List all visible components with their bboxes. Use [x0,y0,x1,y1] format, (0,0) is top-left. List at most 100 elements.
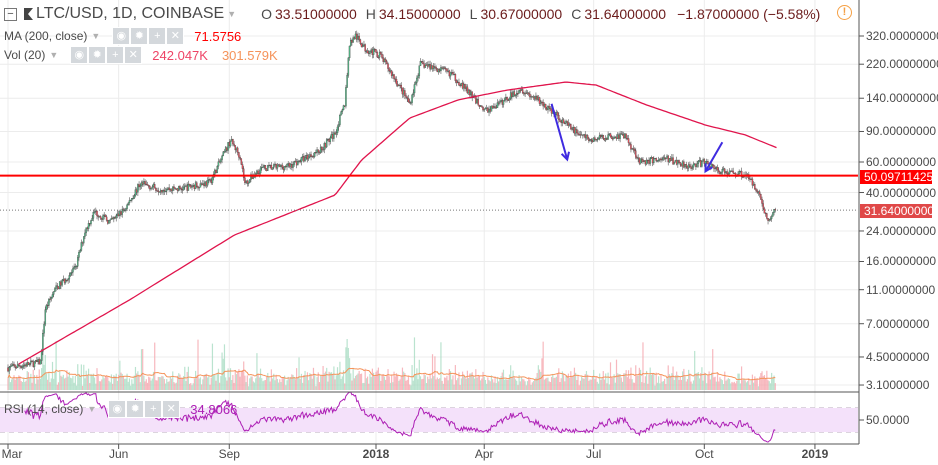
candle-body [84,232,86,237]
close-icon[interactable]: ✕ [124,46,143,64]
eye-icon[interactable]: ◉ [108,400,127,418]
volume-bar [357,373,359,390]
candle-body [234,145,237,151]
candle-body [146,184,149,186]
ma-caret-icon[interactable]: ▼ [91,31,101,41]
candle-body [345,87,347,107]
volume-bar [601,377,603,390]
plus-icon[interactable]: + [106,46,125,64]
volume-bar [133,375,135,390]
volume-bars [7,337,776,390]
flag-icon [24,8,33,20]
candle-body [416,77,418,83]
gear-icon[interactable]: ✹ [88,46,107,64]
candle-body [60,281,62,286]
volume-bar [233,382,235,390]
volume-bar [244,375,246,390]
vol-caret-icon[interactable]: ▼ [49,50,59,60]
candle-body [362,45,364,47]
volume-bar [715,381,717,390]
ma-label[interactable]: MA (200, close) [4,29,88,43]
candle-body [297,160,299,166]
volume-bar [676,371,678,390]
volume-bar [191,385,193,390]
candle-body [149,186,151,190]
warning-icon[interactable]: ! [837,5,852,20]
candle-body [610,136,613,139]
candle-body [548,106,550,109]
candle-body [8,367,10,372]
candle-body [625,133,627,139]
volume-bar [134,366,137,390]
candle-body [282,167,285,170]
candle-body [269,164,271,167]
rsi-label[interactable]: RSI (14, close) [4,402,84,416]
volume-bar [345,347,347,390]
candle-body [131,198,133,201]
candle-body [298,160,300,162]
volume-bar [72,375,74,390]
low-value: 30.67000000 [480,6,563,22]
volume-bar [625,370,627,390]
symbol-title[interactable]: LTC/USD, 1D, COINBASE [36,5,225,22]
volume-bar [21,382,24,390]
candle-body [103,214,105,216]
volume-bar [572,376,574,390]
candle-body [178,186,180,191]
candle-body [49,298,51,300]
candle-body [208,179,210,181]
volume-bar [594,379,596,390]
volume-bar [173,382,175,390]
volume-bar [422,378,424,390]
candle-body [109,219,111,221]
volume-bar [139,382,141,390]
candle-body [453,74,455,76]
volume-bar [380,380,382,390]
plus-icon[interactable]: + [148,27,167,45]
vol-label[interactable]: Vol (20) [4,48,46,62]
volume-bar [695,373,697,390]
gear-icon[interactable]: ✹ [130,27,149,45]
volume-bar [567,373,570,390]
volume-bar [602,371,604,390]
volume-bar [525,385,527,390]
dropdown-caret-icon[interactable]: ▼ [227,9,237,19]
volume-bar [187,366,189,390]
candle-body [44,309,47,325]
time-tick-label: Jun [108,447,129,461]
volume-bar [329,372,331,390]
volume-bar [43,364,45,390]
volume-bar [351,380,353,390]
volume-bar [297,377,299,390]
candle-body [714,168,716,170]
collapse-icon[interactable]: − [4,7,17,21]
volume-bar [665,383,667,390]
candle-body [436,68,439,73]
candle-body [422,61,424,64]
volume-bar [67,376,69,390]
eye-icon[interactable]: ◉ [112,27,131,45]
candle-body [636,157,638,159]
volume-bar [726,379,728,390]
volume-bar [342,370,345,390]
volume-bar [259,368,262,390]
candle-body [443,67,446,69]
gear-icon[interactable]: ✹ [126,400,145,418]
candle-body [163,190,166,192]
volume-bar [626,377,628,390]
candle-body [137,184,139,193]
rsi-caret-icon[interactable]: ▼ [87,404,97,414]
candle-body [125,208,127,211]
volume-bar [589,379,591,390]
volume-bar [650,374,652,390]
candle-body [464,84,466,89]
candle-body [239,156,241,159]
close-icon[interactable]: ✕ [166,27,185,45]
candle-body [227,142,229,151]
plus-icon[interactable]: + [144,400,163,418]
eye-icon[interactable]: ◉ [70,46,89,64]
candle-body [586,135,589,139]
close-icon[interactable]: ✕ [162,400,181,418]
volume-bar [298,357,300,390]
